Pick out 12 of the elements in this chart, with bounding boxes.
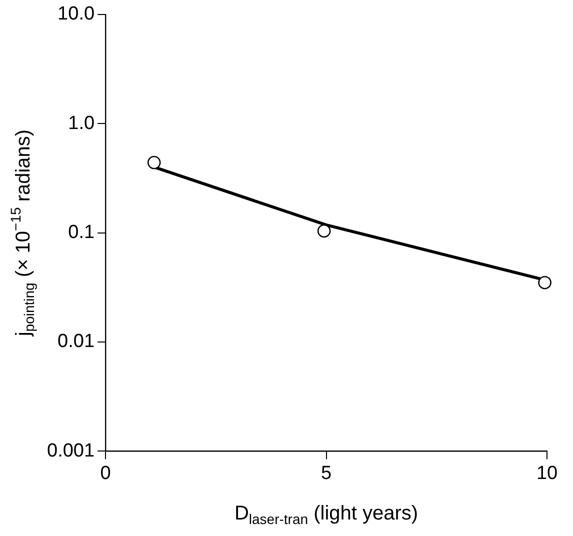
- y-tick-label: 0.1: [68, 222, 95, 244]
- x-tick-label: 5: [320, 462, 332, 484]
- y-tick-label: 1.0: [68, 112, 95, 134]
- y-tick-label: 0.001: [47, 440, 95, 462]
- point: [538, 276, 552, 290]
- y-axis-title: jpointing (× 10−15 radians): [7, 129, 37, 338]
- x-tick-label: 10: [536, 462, 558, 484]
- y-tick-label: 0.01: [58, 331, 95, 352]
- y-tick-label: 10.0: [58, 4, 95, 25]
- point: [317, 224, 331, 238]
- point: [147, 156, 161, 170]
- x-tick-label: 0: [100, 462, 111, 484]
